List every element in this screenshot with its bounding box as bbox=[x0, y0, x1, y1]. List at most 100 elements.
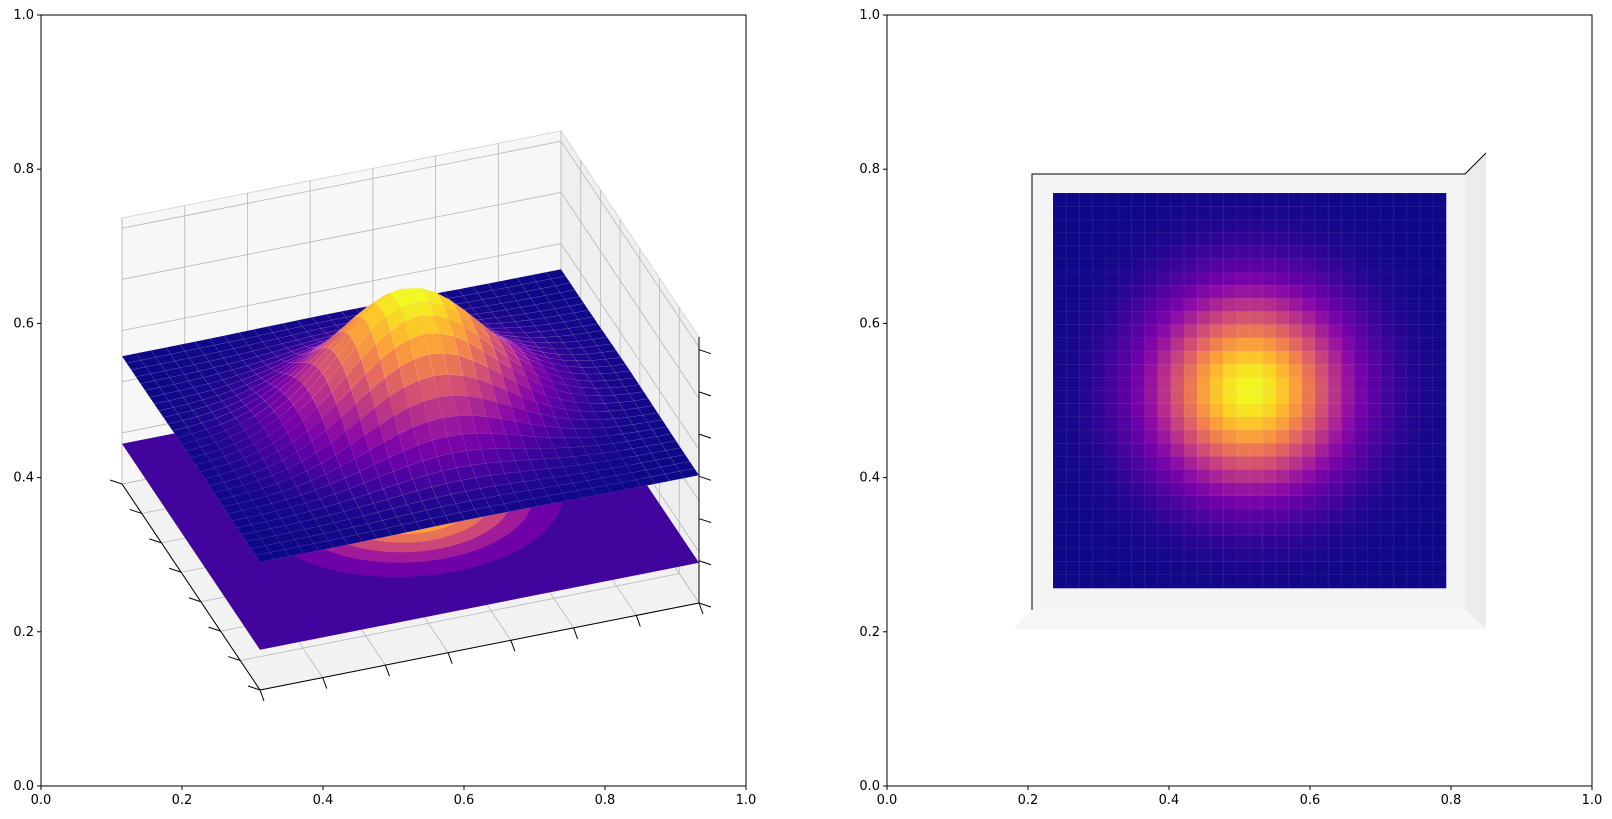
right-surface-cell bbox=[1157, 363, 1172, 378]
right-surface-cell bbox=[1052, 548, 1067, 563]
right-surface-cell bbox=[1249, 298, 1264, 312]
right-surface-cell bbox=[1380, 442, 1395, 457]
right-surface-cell bbox=[1170, 363, 1185, 378]
right-surface-cell bbox=[1052, 192, 1067, 207]
right-surface-cell bbox=[1052, 324, 1067, 339]
right-surface-cell bbox=[1340, 350, 1355, 365]
right-surface-cell bbox=[1432, 192, 1447, 207]
left-x-tick-label: 0.8 bbox=[595, 793, 616, 808]
right-surface-cell bbox=[1170, 508, 1185, 523]
right-surface-cell bbox=[1406, 232, 1421, 247]
right-surface-cell bbox=[1196, 561, 1211, 576]
right-surface-cell bbox=[1052, 298, 1067, 312]
right-surface-cell bbox=[1092, 363, 1106, 378]
right-surface-cell bbox=[1236, 561, 1251, 576]
right-surface-cell bbox=[1380, 192, 1395, 207]
right-surface-cell bbox=[1249, 561, 1264, 576]
right-surface-cell bbox=[1406, 337, 1421, 352]
right-surface-cell bbox=[1157, 350, 1172, 365]
right-surface-cell bbox=[1327, 258, 1342, 273]
right-surface-cell bbox=[1105, 298, 1120, 312]
right-surface-cell bbox=[1419, 298, 1434, 312]
right-surface-cell bbox=[1131, 416, 1146, 431]
right-surface-cell bbox=[1249, 337, 1264, 352]
right-surface-cell bbox=[1393, 298, 1408, 312]
right-x-tick-label: 0.4 bbox=[1159, 793, 1180, 808]
right-surface-cell bbox=[1092, 390, 1106, 405]
left-surface-cell bbox=[582, 323, 603, 334]
right-surface-cell bbox=[1288, 535, 1303, 550]
right-surface-cell bbox=[1275, 469, 1290, 484]
right-surface-cell bbox=[1327, 245, 1342, 260]
right-surface-cell bbox=[1262, 377, 1277, 391]
left-surface-cell bbox=[559, 289, 580, 300]
right-surface-cell bbox=[1052, 245, 1067, 260]
right-surface-cell bbox=[1327, 416, 1342, 431]
right-surface-cell bbox=[1367, 535, 1382, 550]
right-surface-cell bbox=[1262, 219, 1277, 234]
right-surface-cell bbox=[1354, 350, 1368, 365]
right-surface-cell bbox=[1380, 219, 1395, 234]
right-surface-cell bbox=[1419, 363, 1434, 378]
left-surface-cell bbox=[619, 377, 640, 387]
right-surface-cell bbox=[1157, 324, 1172, 339]
right-surface-cell bbox=[1209, 258, 1224, 273]
right-surface-cell bbox=[1393, 390, 1408, 405]
left-x-axis-tick bbox=[635, 615, 641, 627]
right-surface-cell bbox=[1275, 205, 1290, 220]
right-surface-cell bbox=[1065, 258, 1080, 273]
right-surface-cell bbox=[1078, 232, 1093, 247]
right-surface-cell bbox=[1118, 245, 1133, 260]
left-y-axis-tick bbox=[129, 508, 142, 514]
right-surface-cell bbox=[1301, 535, 1316, 550]
left-surface-cell bbox=[624, 384, 645, 394]
right-surface-cell bbox=[1236, 548, 1251, 563]
right-surface-cell bbox=[1144, 535, 1159, 550]
right-surface-cell bbox=[1432, 561, 1447, 576]
right-surface-cell bbox=[1183, 456, 1198, 470]
right-surface-cell bbox=[1432, 363, 1447, 378]
right-surface-cell bbox=[1065, 324, 1080, 339]
right-surface-cell bbox=[1432, 548, 1447, 563]
right-surface-cell bbox=[1183, 219, 1198, 234]
right-surface-cell bbox=[1078, 271, 1093, 286]
right-surface-cell bbox=[1223, 350, 1237, 365]
right-surface-cell bbox=[1052, 403, 1067, 418]
right-surface-cell bbox=[1092, 192, 1106, 207]
left-y-axis-tick bbox=[109, 479, 123, 485]
right-surface-cell bbox=[1065, 350, 1080, 365]
right-frame bbox=[886, 14, 1593, 787]
right-surface-cell bbox=[1262, 390, 1277, 405]
right-surface-cell bbox=[1183, 574, 1198, 589]
right-surface-cell bbox=[1196, 429, 1211, 444]
right-surface-cell bbox=[1092, 508, 1106, 523]
right-surface-cell bbox=[1432, 482, 1447, 497]
right-surface-cell bbox=[1196, 390, 1211, 405]
left-y-axis-line bbox=[121, 483, 261, 691]
right-surface-cell bbox=[1183, 245, 1198, 260]
right-surface-cell bbox=[1288, 284, 1303, 299]
right-surface-cell bbox=[1092, 535, 1106, 550]
right-surface-cell bbox=[1406, 429, 1421, 444]
right-surface-cell bbox=[1157, 429, 1172, 444]
right-surface-cell bbox=[1065, 232, 1080, 247]
right-surface-cell bbox=[1105, 311, 1120, 326]
right-surface-cell bbox=[1432, 469, 1447, 484]
right-surface-cell bbox=[1236, 416, 1251, 431]
right-surface-cell bbox=[1432, 442, 1447, 457]
right-surface-cell bbox=[1105, 456, 1120, 470]
right-surface-cell bbox=[1327, 324, 1342, 339]
right-surface-cell bbox=[1236, 232, 1251, 247]
right-surface-cell bbox=[1223, 456, 1237, 470]
right-surface-cell bbox=[1432, 258, 1447, 273]
right-surface-cell bbox=[1118, 456, 1133, 470]
right-surface-cell bbox=[1340, 232, 1355, 247]
right-surface-cell bbox=[1380, 561, 1395, 576]
right-surface-cell bbox=[1183, 390, 1198, 405]
right-surface-cell bbox=[1354, 574, 1368, 589]
right-surface-cell bbox=[1131, 311, 1146, 326]
right-surface-cell bbox=[1118, 337, 1133, 352]
right-surface-cell bbox=[1301, 324, 1316, 339]
right-surface-cell bbox=[1393, 258, 1408, 273]
right-surface-cell bbox=[1419, 271, 1434, 286]
